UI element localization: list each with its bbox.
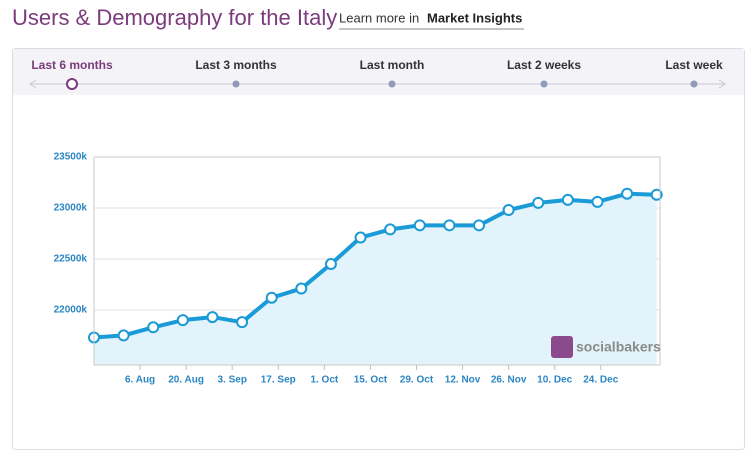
slider-dot[interactable] <box>690 80 698 88</box>
y-tick-label: 22000k <box>54 305 88 316</box>
point <box>502 204 515 217</box>
x-tick-label: 20. Aug <box>168 375 204 386</box>
watermark-icon <box>551 336 573 358</box>
point <box>413 219 426 232</box>
x-tick-label: 26. Nov <box>491 375 527 386</box>
point <box>324 258 337 271</box>
point <box>295 282 308 295</box>
point <box>650 188 663 201</box>
x-tick-label: 1. Oct <box>310 375 338 386</box>
chart: 22000k 22500k 23000k 23500k 6. Aug 20. Aug 3. … <box>54 152 663 386</box>
point <box>621 187 634 200</box>
point <box>176 314 189 327</box>
point <box>561 193 574 206</box>
y-tick-label: 23000k <box>54 203 88 214</box>
x-tick-label: 24. Dec <box>583 375 618 386</box>
point <box>591 195 604 208</box>
learn-link[interactable]: Market Insights <box>427 10 522 25</box>
slider-arrows <box>29 79 726 89</box>
y-tick-label: 22500k <box>54 254 88 265</box>
tab[interactable]: Last week <box>665 58 723 72</box>
slider-dot[interactable] <box>388 80 396 88</box>
slider-dot[interactable] <box>232 80 240 88</box>
tabs: Last 6 months Last 3 months Last month Last… <box>31 58 723 90</box>
point <box>147 321 160 334</box>
x-tick-label: 3. Sep <box>217 375 246 386</box>
point <box>236 316 249 329</box>
x-tick-label: 10. Dec <box>537 375 572 386</box>
x-tick-label: 29. Oct <box>400 375 434 386</box>
x-tick-label: 12. Nov <box>445 375 481 386</box>
y-tick-label: 23500k <box>54 152 88 163</box>
tab[interactable]: Last 2 weeks <box>507 58 581 72</box>
point <box>117 329 130 342</box>
point <box>354 231 367 244</box>
x-tick-label: 15. Oct <box>354 375 388 386</box>
point <box>443 219 456 232</box>
learn-prefix: Learn more in <box>339 10 419 25</box>
tab[interactable]: Last 6 months <box>31 58 113 72</box>
point <box>265 291 278 304</box>
plot-frame <box>93 156 661 366</box>
x-tick-label: 17. Sep <box>261 375 296 386</box>
point <box>532 196 545 209</box>
page-title: Users & Demography for the Italy <box>12 5 337 30</box>
point <box>384 223 397 236</box>
slider-handle[interactable] <box>66 78 78 90</box>
point <box>473 219 486 232</box>
slider-dot[interactable] <box>540 80 548 88</box>
tab[interactable]: Last 3 months <box>195 58 277 72</box>
x-tick-label: 6. Aug <box>125 375 155 386</box>
tab[interactable]: Last month <box>360 58 425 72</box>
point <box>206 311 219 324</box>
tab-bar <box>13 49 744 95</box>
watermark: socialbakers <box>576 339 661 355</box>
